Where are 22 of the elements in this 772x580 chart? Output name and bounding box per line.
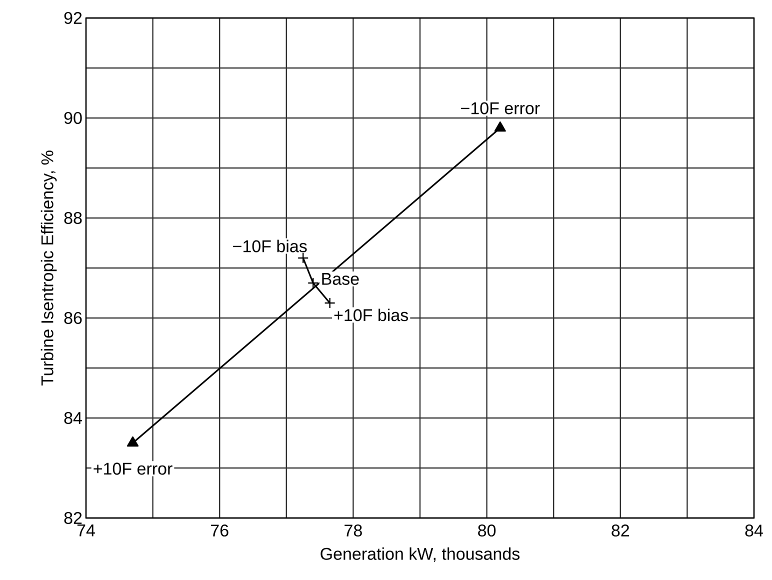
annotation: −10F bias	[233, 240, 307, 252]
x-tick-label: 80	[478, 524, 496, 537]
x-tick-label: 78	[344, 524, 362, 537]
y-tick-label: 88	[64, 212, 82, 224]
x-tick-label: 74	[77, 524, 95, 536]
annotation: −10F error	[461, 102, 540, 114]
y-tick-label: 86	[64, 312, 82, 324]
x-tick-label: 82	[612, 524, 629, 537]
y-tick-label: 82	[64, 512, 82, 524]
x-tick-label: 76	[211, 524, 228, 537]
y-tick-label: 92	[64, 12, 82, 24]
annotation: +10F error	[94, 462, 172, 475]
point	[298, 252, 309, 264]
point	[324, 297, 336, 309]
x-tick-label: 84	[745, 524, 763, 537]
annotation: +10F bias	[334, 308, 408, 322]
x-axis-title: Generation kW, thousands	[320, 547, 520, 562]
y-axis-title: Turbine Isentropic Efficiency, %	[40, 150, 57, 386]
y-tick-label: 90	[64, 112, 82, 124]
annotation: Base	[322, 273, 359, 285]
y-tick-label: 84	[64, 412, 82, 424]
point	[308, 277, 319, 289]
